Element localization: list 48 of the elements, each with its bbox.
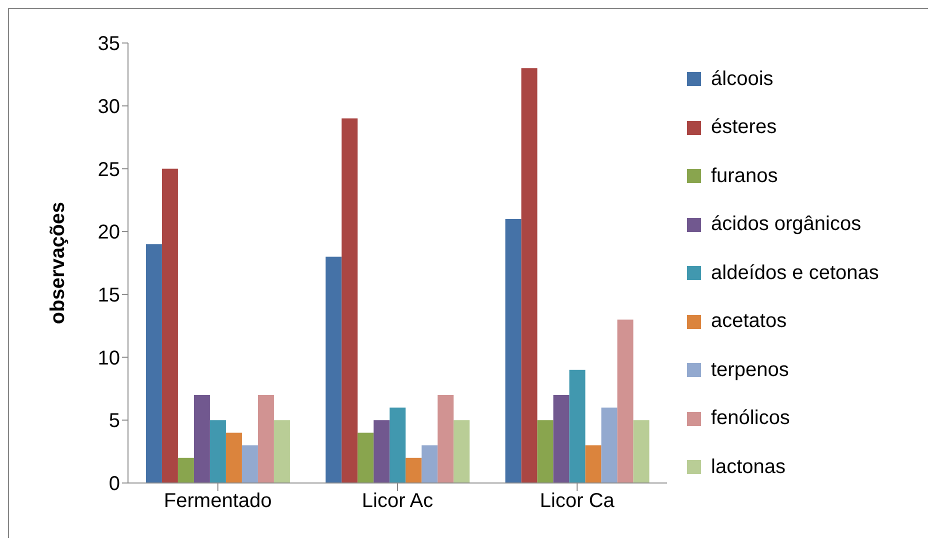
bar (358, 432, 374, 483)
bar (569, 370, 586, 483)
bar (326, 256, 342, 483)
bar (194, 395, 210, 483)
bar (633, 420, 650, 483)
bar (537, 420, 554, 483)
x-tick-label: Fermentado (164, 490, 272, 512)
bar (226, 432, 242, 483)
y-tick-label: 20 (98, 222, 120, 244)
bar (422, 445, 438, 483)
x-tick-label: Licor Ac (362, 490, 434, 512)
y-axis-title: observações (47, 202, 70, 324)
legend-label: fenólicos (711, 407, 790, 430)
bar (617, 320, 634, 483)
legend-label: furanos (711, 164, 778, 188)
bar (553, 395, 570, 483)
y-tick-label: 10 (98, 347, 120, 370)
legend-label: ésteres (711, 116, 777, 139)
y-tick-label: 35 (98, 33, 120, 56)
bar (374, 420, 390, 483)
bar (438, 395, 454, 483)
bar (585, 445, 602, 483)
bar (242, 445, 258, 483)
y-tick-label: 5 (108, 410, 120, 432)
y-tick-label: 25 (98, 158, 120, 181)
legend-label: acetatos (711, 310, 787, 333)
y-tick-label: 15 (98, 284, 120, 307)
bar (162, 168, 178, 483)
bar (454, 420, 470, 483)
y-tick-label: 30 (98, 96, 120, 118)
bar (146, 244, 162, 483)
bar (601, 408, 618, 483)
bar (505, 219, 522, 483)
legend-label: ácidos orgânicos (711, 213, 862, 236)
x-tick-label: Licor Ca (540, 490, 616, 512)
bar (178, 458, 194, 483)
bar (342, 118, 358, 483)
bar (210, 420, 226, 483)
bar (258, 395, 274, 483)
legend-label: aldeídos e cetonas (711, 262, 879, 284)
legend-label: terpenos (711, 358, 789, 382)
bar (390, 408, 406, 483)
legend-label: álcoois (711, 68, 774, 90)
y-tick-label: 0 (108, 473, 120, 496)
bar (274, 420, 290, 483)
legend-label: lactonas (711, 456, 786, 478)
bar (406, 458, 422, 483)
bar (521, 68, 538, 483)
